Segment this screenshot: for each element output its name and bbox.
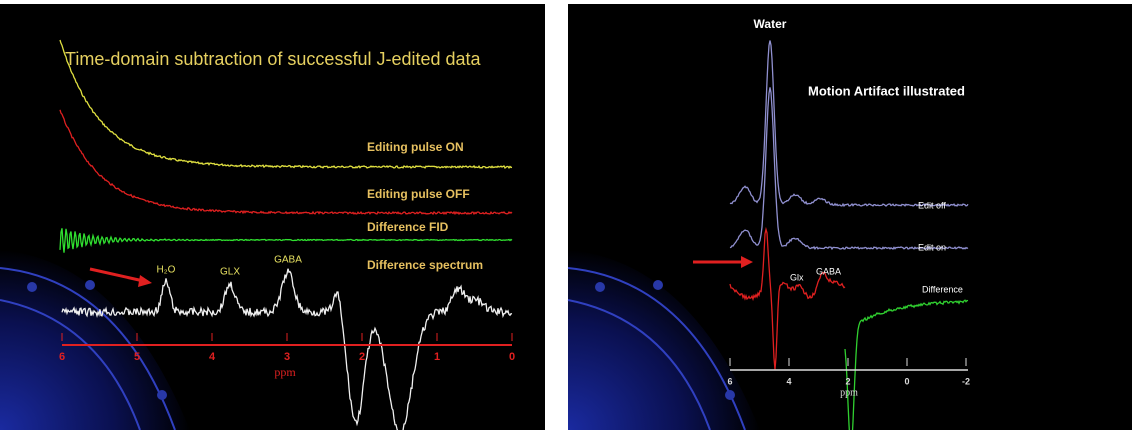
peak-label: GABA (274, 255, 302, 266)
tick-label: 3 (284, 351, 290, 363)
tick-label: 2 (359, 351, 365, 363)
tick-label: -2 (962, 376, 970, 386)
tick-label: 1 (434, 351, 440, 363)
trace-label: Difference (922, 284, 963, 294)
peak-label: GABA (816, 266, 841, 276)
tick-label: 0 (904, 376, 909, 386)
trace-label: Edit on (918, 242, 946, 252)
tick-label: 5 (134, 351, 140, 363)
tick-label: 0 (509, 351, 515, 363)
peak-label: Glx (790, 272, 804, 282)
tick-label: 6 (727, 376, 732, 386)
water-label: Water (754, 17, 787, 31)
page: Time-domain subtraction of successful J-… (0, 0, 1132, 430)
trace-label: Difference FID (367, 220, 449, 234)
peak-label: H₂O (157, 265, 176, 276)
tick-label: 6 (59, 351, 65, 363)
trace-label: Difference spectrum (367, 258, 483, 272)
axis-label: ppm (274, 365, 296, 379)
trace-label: Editing pulse OFF (367, 187, 470, 201)
title: Motion Artifact illustrated (808, 83, 965, 98)
trace-label: Edit off (918, 200, 946, 210)
trace-label: Editing pulse ON (367, 140, 464, 154)
tick-label: 4 (209, 351, 216, 363)
axis-label: ppm (840, 387, 858, 398)
peak-label: GLX (220, 267, 240, 278)
title: Time-domain subtraction of successful J-… (65, 49, 482, 69)
tick-label: 4 (786, 376, 791, 386)
tick-label: 2 (845, 376, 850, 386)
